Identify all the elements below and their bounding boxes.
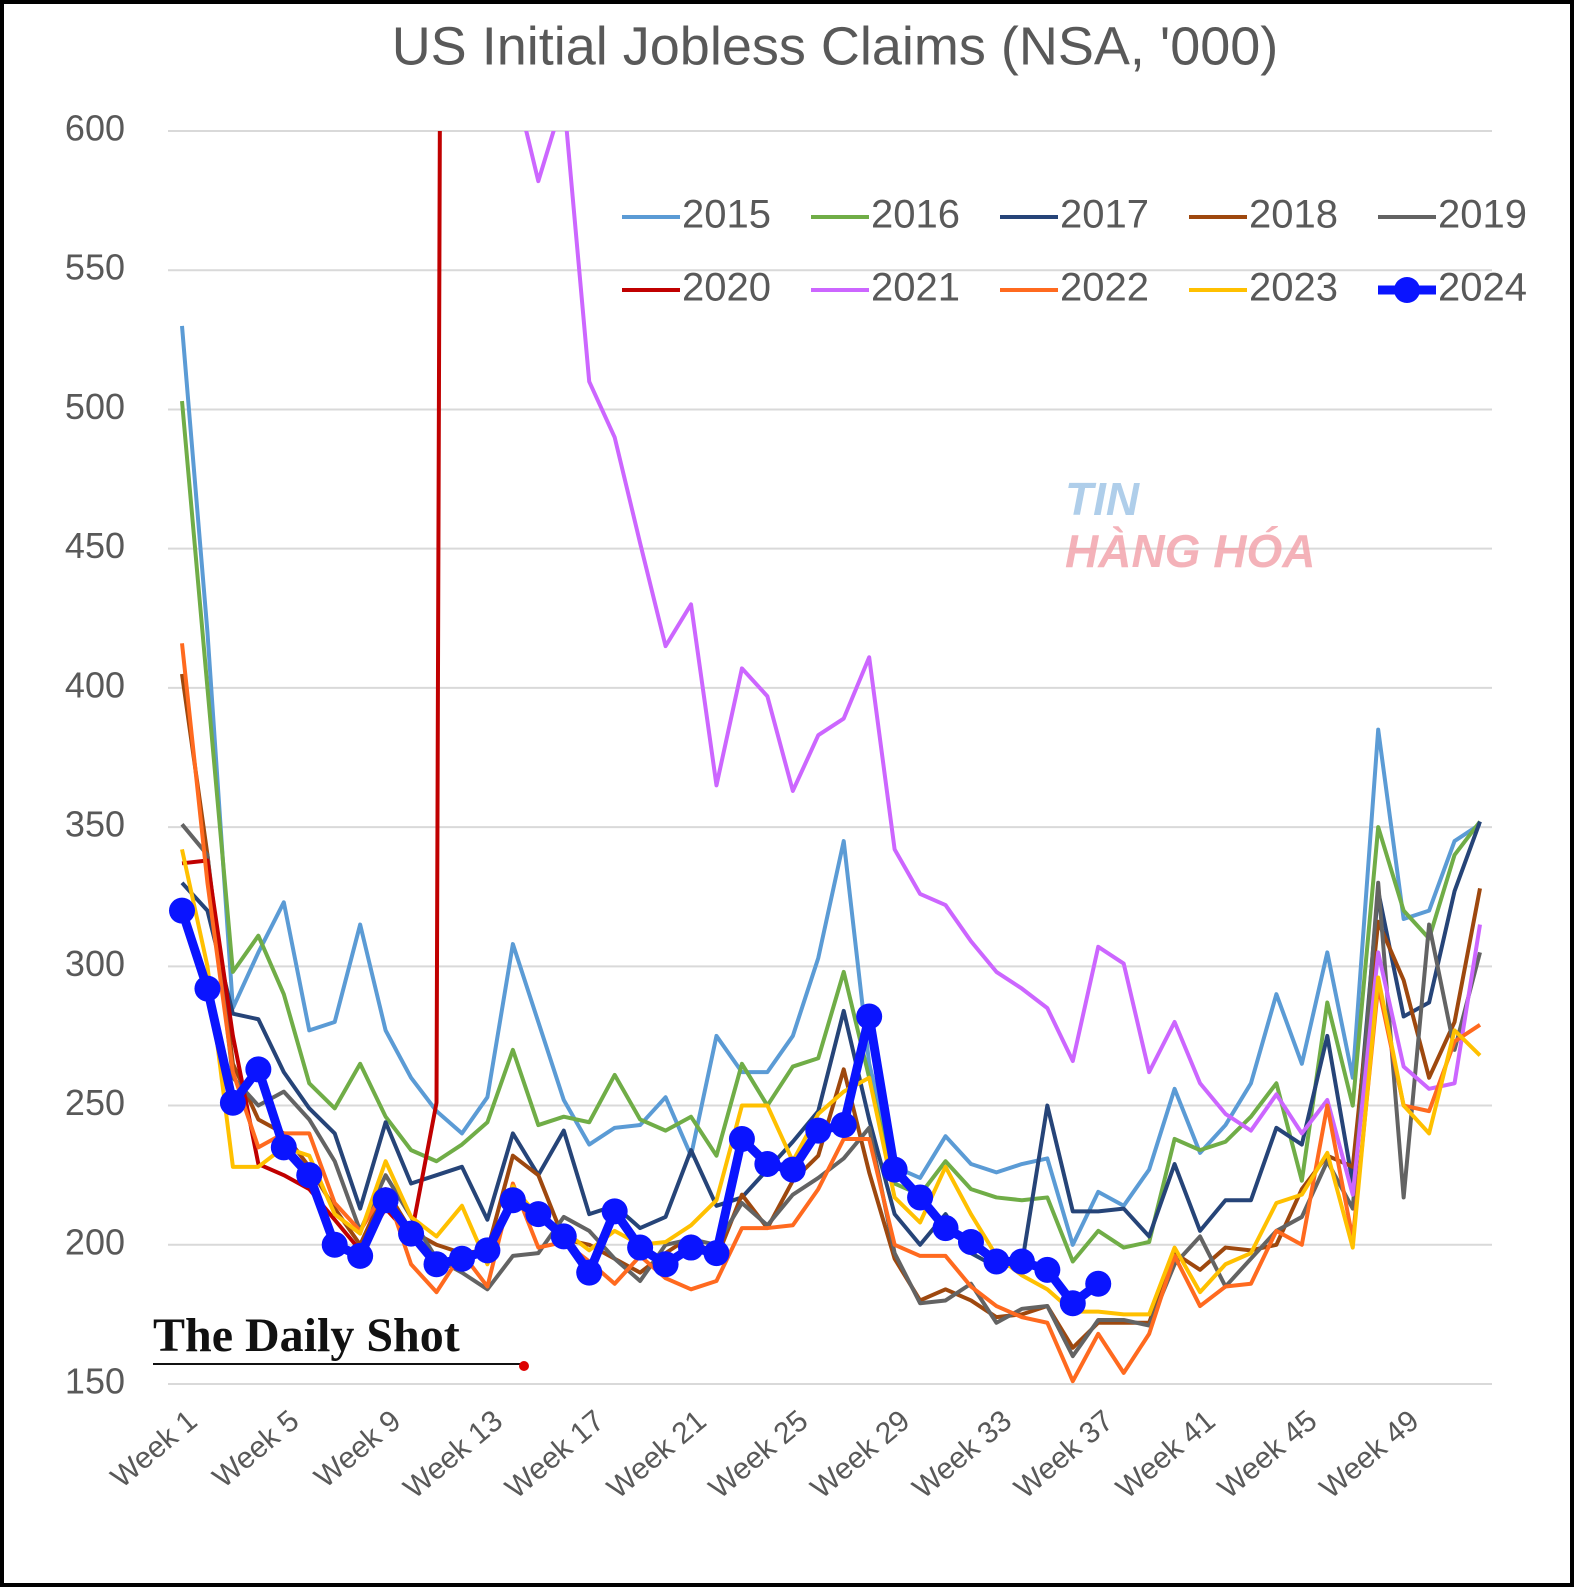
y-tick-label: 600	[65, 108, 125, 149]
legend-marker	[1394, 277, 1420, 303]
data-point	[525, 1201, 552, 1228]
data-point	[627, 1234, 654, 1261]
data-point	[1034, 1256, 1061, 1283]
source: The Daily Shot	[153, 1309, 460, 1362]
data-point	[856, 1003, 883, 1030]
y-tick-label: 300	[65, 943, 125, 984]
data-point	[219, 1089, 246, 1116]
data-point	[754, 1151, 781, 1178]
y-tick-label: 400	[65, 664, 125, 705]
data-point	[932, 1215, 959, 1242]
series-line	[180, 400, 1482, 1264]
legend-label: 2017	[1060, 193, 1149, 237]
legend-label: 2019	[1438, 193, 1527, 237]
watermark: TIN	[1065, 473, 1140, 525]
y-tick-label: 250	[65, 1082, 125, 1123]
data-point	[779, 1156, 806, 1183]
series-line	[180, 848, 1482, 1317]
data-point	[474, 1237, 501, 1264]
legend-label: 2021	[871, 266, 960, 310]
y-tick-label: 550	[65, 247, 125, 288]
data-point	[601, 1198, 628, 1225]
data-point	[296, 1162, 323, 1189]
series-line	[180, 820, 1482, 1270]
data-point	[499, 1187, 526, 1214]
data-point	[805, 1117, 832, 1144]
data-point	[423, 1251, 450, 1278]
y-tick-label: 350	[65, 804, 125, 845]
y-tick-label: 450	[65, 525, 125, 566]
legend-label: 2015	[682, 193, 771, 237]
series-line	[524, 131, 1482, 1197]
data-point	[245, 1056, 272, 1083]
legend-label: 2022	[1060, 266, 1149, 310]
data-point	[398, 1220, 425, 1247]
data-point	[678, 1234, 705, 1261]
data-point	[830, 1112, 857, 1139]
data-point	[169, 897, 195, 924]
data-point	[321, 1231, 348, 1258]
series-line	[180, 325, 1482, 1247]
legend-label: 2020	[682, 266, 771, 310]
legend-label: 2018	[1249, 193, 1338, 237]
data-point	[1008, 1248, 1035, 1275]
data-point	[907, 1184, 934, 1211]
data-point	[728, 1125, 755, 1152]
legend-label: 2016	[871, 193, 960, 237]
data-point	[347, 1242, 374, 1269]
data-point	[1085, 1270, 1112, 1297]
series-layer	[169, 131, 1482, 1384]
data-point	[194, 975, 221, 1002]
chart-title: US Initial Jobless Claims (NSA, '000)	[392, 16, 1279, 76]
data-point	[983, 1248, 1010, 1275]
source-dot	[519, 1361, 529, 1371]
data-point	[652, 1251, 679, 1278]
series-line	[180, 643, 1482, 1384]
data-point	[270, 1134, 297, 1161]
data-point	[550, 1223, 577, 1250]
y-tick-label: 200	[65, 1221, 125, 1262]
data-point	[576, 1259, 603, 1286]
data-point	[881, 1156, 908, 1183]
data-point	[957, 1228, 984, 1255]
legend: 2015 2016 2017 2018 2019 2020 2021 2022 2023 2024	[622, 193, 1527, 310]
watermark: HÀNG HÓA	[1065, 525, 1315, 577]
legend-label: 2023	[1249, 266, 1338, 310]
data-point	[372, 1187, 399, 1214]
y-tick-label: 500	[65, 386, 125, 427]
legend-label: 2024	[1438, 266, 1527, 310]
data-point	[1059, 1290, 1086, 1317]
data-point	[448, 1245, 475, 1272]
y-tick-label: 150	[65, 1361, 125, 1402]
data-point	[703, 1240, 730, 1267]
